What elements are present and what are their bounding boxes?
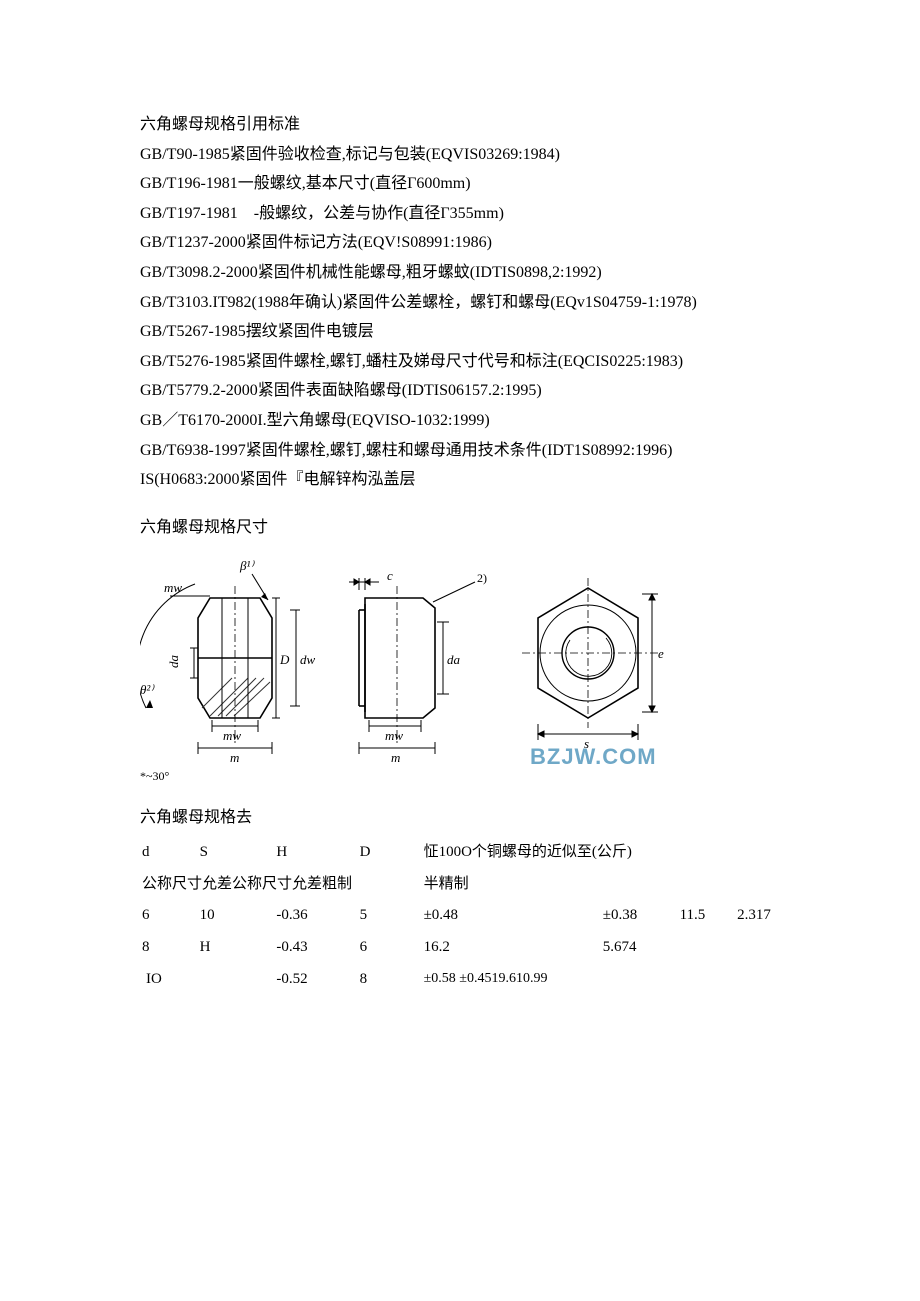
cell — [678, 964, 736, 996]
standard-line: GB/T3103.IT982(1988年确认)紧固件公差螺栓，螺钉和螺母(EQv… — [140, 288, 780, 318]
diagram-title: 六角螺母规格尺寸 — [140, 513, 780, 543]
standard-line: GB/T5267-1985摆纹紧固件电镀层 — [140, 317, 780, 347]
table-row: 8 H -0.43 6 16.2 5.674 — [140, 932, 780, 964]
table-header-row-2: 公称尺寸允差公称尺寸允差粗制 半精制 — [140, 869, 780, 901]
table-row: IO -0.52 8 ±0.58 ±0.4519.610.99 — [140, 964, 780, 996]
svg-text:e: e — [658, 646, 664, 661]
hex-nut-dimensions-svg: θ²⁾ — [140, 548, 670, 793]
cell: H — [198, 932, 275, 964]
left-view: θ²⁾ — [140, 558, 316, 783]
th-d: d — [140, 837, 198, 869]
cell: ±0.38 — [601, 900, 678, 932]
svg-text:da: da — [447, 652, 461, 667]
cell: ±0.48 — [422, 900, 601, 932]
standard-line: GB/T196-1981一般螺纹,基本尺寸(直径Γ600mm) — [140, 169, 780, 199]
svg-text:*~30°: *~30° — [140, 769, 169, 783]
standards-list: GB/T90-1985紧固件验收检查,标记与包装(EQVIS03269:1984… — [140, 140, 780, 495]
standard-line: GB/T3098.2-2000紧固件机械性能螺母,粗牙螺蚊(IDTIS0898,… — [140, 258, 780, 288]
cell: ±0.58 ±0.4519.610.99 — [422, 964, 601, 996]
cell: 8 — [358, 964, 422, 996]
cell: 11.5 — [678, 900, 736, 932]
cell — [735, 964, 780, 996]
cell: -0.36 — [274, 900, 357, 932]
cell — [198, 964, 275, 996]
svg-text:2): 2) — [477, 571, 487, 585]
cell — [601, 964, 678, 996]
spec-table: d S H D 怔100O个铜螺母的近似至(公斤) 公称尺寸允差公称尺寸允差粗制… — [140, 837, 780, 996]
table-row: 6 10 -0.36 5 ±0.48 ±0.38 11.5 2.317 — [140, 900, 780, 932]
nut-diagram-block: θ²⁾ — [140, 548, 780, 793]
cell: 8 — [140, 932, 198, 964]
standards-title: 六角螺母规格引用标准 — [140, 110, 780, 140]
svg-text:D: D — [279, 652, 290, 667]
table-header-row-1: d S H D 怔100O个铜螺母的近似至(公斤) — [140, 837, 780, 869]
watermark-text: BZJW.COM — [530, 744, 657, 769]
middle-view: c 2) da mw — [349, 568, 487, 765]
cell: -0.52 — [274, 964, 357, 996]
cell: 2.317 — [735, 900, 780, 932]
cell: 16.2 — [422, 932, 601, 964]
standard-line: GB/T1237-2000紧固件标记方法(EQV!S08991:1986) — [140, 228, 780, 258]
th-S: S — [198, 837, 275, 869]
standard-line: GB/T90-1985紧固件验收检查,标记与包装(EQVIS03269:1984… — [140, 140, 780, 170]
svg-text:c: c — [387, 568, 393, 583]
cell: -0.43 — [274, 932, 357, 964]
svg-text:β¹⁾: β¹⁾ — [239, 558, 255, 573]
spec-table-title: 六角螺母规格去 — [140, 803, 780, 833]
th-weight: 怔100O个铜螺母的近似至(公斤) — [422, 837, 780, 869]
svg-text:m: m — [391, 750, 400, 765]
standard-line: IS(H0683:2000紧固件『电解锌构泓盖层 — [140, 465, 780, 495]
standard-line: GB／T6170-2000I.型六角螺母(EQVISO-1032:1999) — [140, 406, 780, 436]
cell: IO — [140, 964, 198, 996]
cell — [678, 932, 736, 964]
svg-text:mw: mw — [385, 728, 403, 743]
cell: 5.674 — [601, 932, 678, 964]
svg-text:m: m — [230, 750, 239, 765]
right-view: s e BZJW.COM — [522, 578, 664, 769]
cell: 6 — [140, 900, 198, 932]
standard-line: GB/T5276-1985紧固件螺栓,螺钉,蟠柱及娣母尺寸代号和标注(EQCIS… — [140, 347, 780, 377]
cell: 10 — [198, 900, 275, 932]
cell: 6 — [358, 932, 422, 964]
standard-line: GB/T197-1981 -般螺纹，公差与协作(直径Γ355mm) — [140, 199, 780, 229]
svg-text:dw: dw — [300, 652, 316, 667]
svg-text:mw: mw — [223, 728, 241, 743]
standard-line: GB/T5779.2-2000紧固件表面缺陷螺母(IDTIS06157.2:19… — [140, 376, 780, 406]
th-semi: 半精制 — [422, 869, 780, 901]
document-page: 六角螺母规格引用标准 GB/T90-1985紧固件验收检查,标记与包装(EQVI… — [0, 0, 920, 1301]
standard-line: GB/T6938-1997紧固件螺栓,螺钉,螺柱和螺母通用技术条件(IDT1S0… — [140, 436, 780, 466]
th-D: D — [358, 837, 422, 869]
svg-text:da: da — [166, 655, 181, 669]
svg-text:mw: mw — [164, 580, 182, 595]
th-nominal: 公称尺寸允差公称尺寸允差粗制 — [140, 869, 422, 901]
cell — [735, 932, 780, 964]
th-H: H — [274, 837, 357, 869]
svg-text:θ²⁾: θ²⁾ — [140, 682, 155, 697]
cell: 5 — [358, 900, 422, 932]
